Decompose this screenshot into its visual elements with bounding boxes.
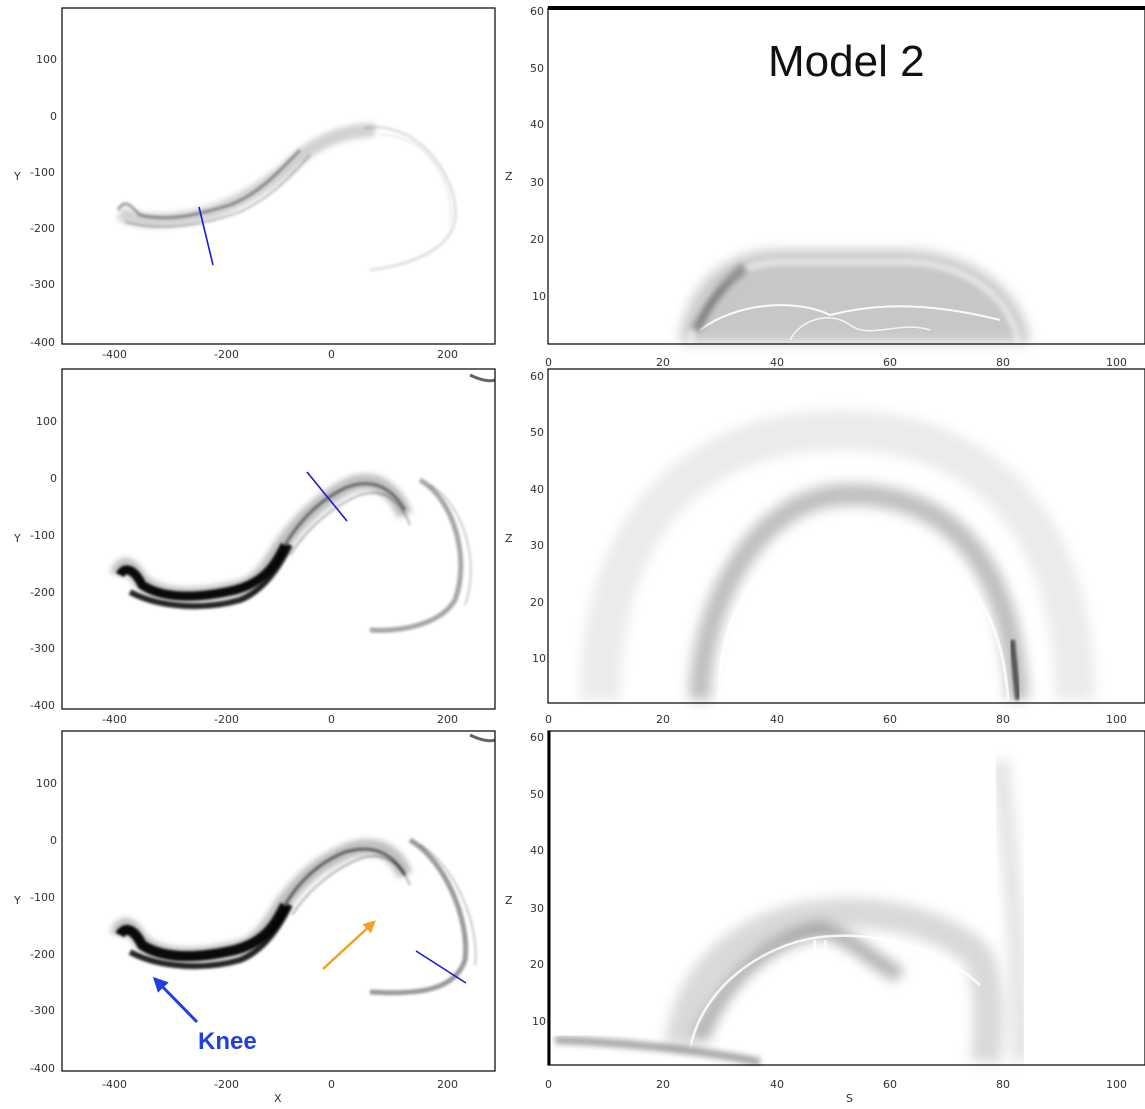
y-tick: 60 [530,370,544,383]
x-tick: 40 [770,1078,784,1091]
y-tick: 100 [36,53,57,66]
y-tick: 0 [50,472,57,485]
y-axis-label: Y [13,532,21,545]
x-tick: 80 [996,1078,1010,1091]
y-tick: 40 [530,483,544,496]
panel-top-right: Model 2 60 50 40 30 20 10 Z 0 20 40 60 8… [505,5,1145,369]
cut-line [306,471,348,522]
y-tick: 10 [532,1015,546,1028]
x-tick: 100 [1106,713,1127,726]
current-density-map [680,250,1030,344]
x-tick: -400 [102,1078,127,1091]
y-tick: -100 [30,529,55,542]
x-tick: 80 [996,713,1010,726]
x-tick: 60 [883,356,897,369]
y-tick: 0 [50,834,57,847]
y-tick: 30 [530,902,544,915]
x-tick: -400 [102,713,127,726]
panel-frame [61,7,496,345]
y-tick: 20 [530,958,544,971]
y-tick: -300 [30,1004,55,1017]
y-tick: -200 [30,222,55,235]
current-density-map [554,759,1029,1066]
x-tick: 20 [656,1078,670,1091]
x-tick: 100 [1106,356,1127,369]
x-tick: 40 [770,356,784,369]
x-tick: 0 [328,1078,335,1091]
current-density-map [110,733,496,996]
y-tick: 40 [530,844,544,857]
y-tick: -200 [30,586,55,599]
x-tick: 200 [437,1078,458,1091]
y-tick: 30 [530,539,544,552]
current-density-map [110,373,496,633]
y-tick: 20 [530,596,544,609]
x-tick: 20 [656,356,670,369]
panel-middle-right: 60 50 40 30 20 10 Z 0 20 40 60 80 100 [505,368,1145,726]
x-tick: 20 [656,713,670,726]
orange-arrow [322,920,376,970]
y-tick: -100 [30,891,55,904]
x-tick: 100 [1106,1078,1127,1091]
y-tick: 100 [36,415,57,428]
x-tick: -200 [214,713,239,726]
y-tick: 30 [530,176,544,189]
x-tick: -200 [214,348,239,361]
y-tick: -400 [30,699,55,712]
y-tick: -300 [30,278,55,291]
y-axis-label: Z [505,170,513,183]
panel-frame [547,368,1145,704]
x-tick: -200 [214,1078,239,1091]
panel-bottom-right: 60 50 40 30 20 10 Z 0 20 40 60 80 100 S [505,730,1145,1105]
current-density-map [116,123,457,272]
y-tick: 100 [36,777,57,790]
y-axis-label: Y [13,170,21,183]
cut-line [198,206,214,266]
knee-label: Knee [198,1028,257,1055]
x-axis-label: S [846,1092,853,1105]
knee-arrow [152,976,199,1024]
x-tick: 60 [883,1078,897,1091]
x-tick: 0 [545,356,552,369]
y-tick: -400 [30,336,55,349]
panel-frame [61,730,496,1072]
cut-line [415,950,467,984]
panel-middle-left: -400 -200 0 200 100 0 -100 -200 -300 -40… [13,368,496,726]
y-tick: 50 [530,62,544,75]
y-tick: 10 [532,652,546,665]
x-tick: 60 [883,713,897,726]
y-tick: -200 [30,948,55,961]
panel-top-left: -400 -200 0 200 100 0 -100 -200 -300 -40… [13,7,496,361]
model-title: Model 2 [768,37,925,86]
x-tick: 80 [996,356,1010,369]
y-tick: 50 [530,788,544,801]
y-tick: 60 [530,731,544,744]
y-tick: 10 [532,290,546,303]
x-tick: 0 [545,1078,552,1091]
y-tick: 0 [50,110,57,123]
x-tick: 200 [437,348,458,361]
y-tick: -300 [30,642,55,655]
y-tick: 20 [530,233,544,246]
x-tick: 0 [328,348,335,361]
x-tick: 40 [770,713,784,726]
y-tick: 40 [530,118,544,131]
x-tick: 200 [437,713,458,726]
current-density-map [580,409,1095,701]
y-axis-label: Z [505,894,513,907]
y-tick: -400 [30,1062,55,1075]
y-axis-label: Z [505,532,513,545]
x-axis-label: X [274,1092,282,1105]
x-tick: 0 [545,713,552,726]
panel-frame [61,368,496,710]
panel-bottom-left: Knee -400 -200 0 200 X 100 0 -100 -200 -… [13,730,496,1105]
x-tick: -400 [102,348,127,361]
y-tick: 50 [530,426,544,439]
y-axis-label: Y [13,894,21,907]
y-tick: -100 [30,166,55,179]
y-tick: 60 [530,5,544,18]
x-tick: 0 [328,713,335,726]
